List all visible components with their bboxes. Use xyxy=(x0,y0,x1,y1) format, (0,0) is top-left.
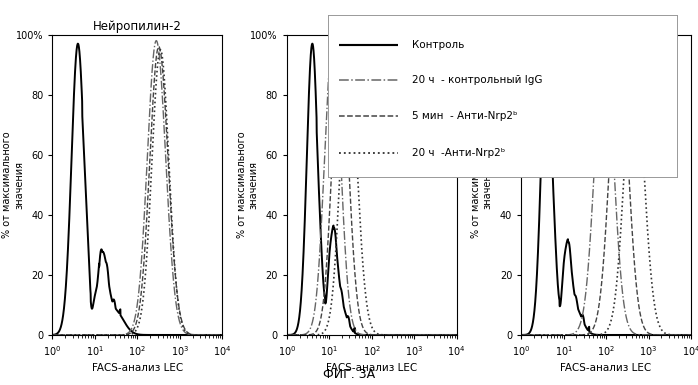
X-axis label: FACS-анализ LEC: FACS-анализ LEC xyxy=(560,363,652,373)
Text: 20 ч  -Анти-Nrp2ᵇ: 20 ч -Анти-Nrp2ᵇ xyxy=(412,148,505,158)
X-axis label: FACS-анализ LEC: FACS-анализ LEC xyxy=(91,363,183,373)
Y-axis label: % от максимального
значения: % от максимального значения xyxy=(2,132,24,238)
Y-axis label: % от максимального
значения: % от максимального значения xyxy=(237,132,258,238)
Title: VEGFR2: VEGFR2 xyxy=(348,20,395,33)
Text: 5 мин  - Анти-Nrp2ᵇ: 5 мин - Анти-Nrp2ᵇ xyxy=(412,110,517,121)
Text: ФИГ. 3А: ФИГ. 3А xyxy=(323,368,375,381)
Title: Нейропилин-2: Нейропилин-2 xyxy=(93,20,181,33)
Text: 20 ч  - контрольный IgG: 20 ч - контрольный IgG xyxy=(412,75,542,85)
Text: Контроль: Контроль xyxy=(412,40,464,50)
X-axis label: FACS-анализ LEC: FACS-анализ LEC xyxy=(326,363,417,373)
Title: VEGFR3: VEGFR3 xyxy=(583,20,630,33)
Y-axis label: % от максимального
значения: % от максимального значения xyxy=(471,132,493,238)
